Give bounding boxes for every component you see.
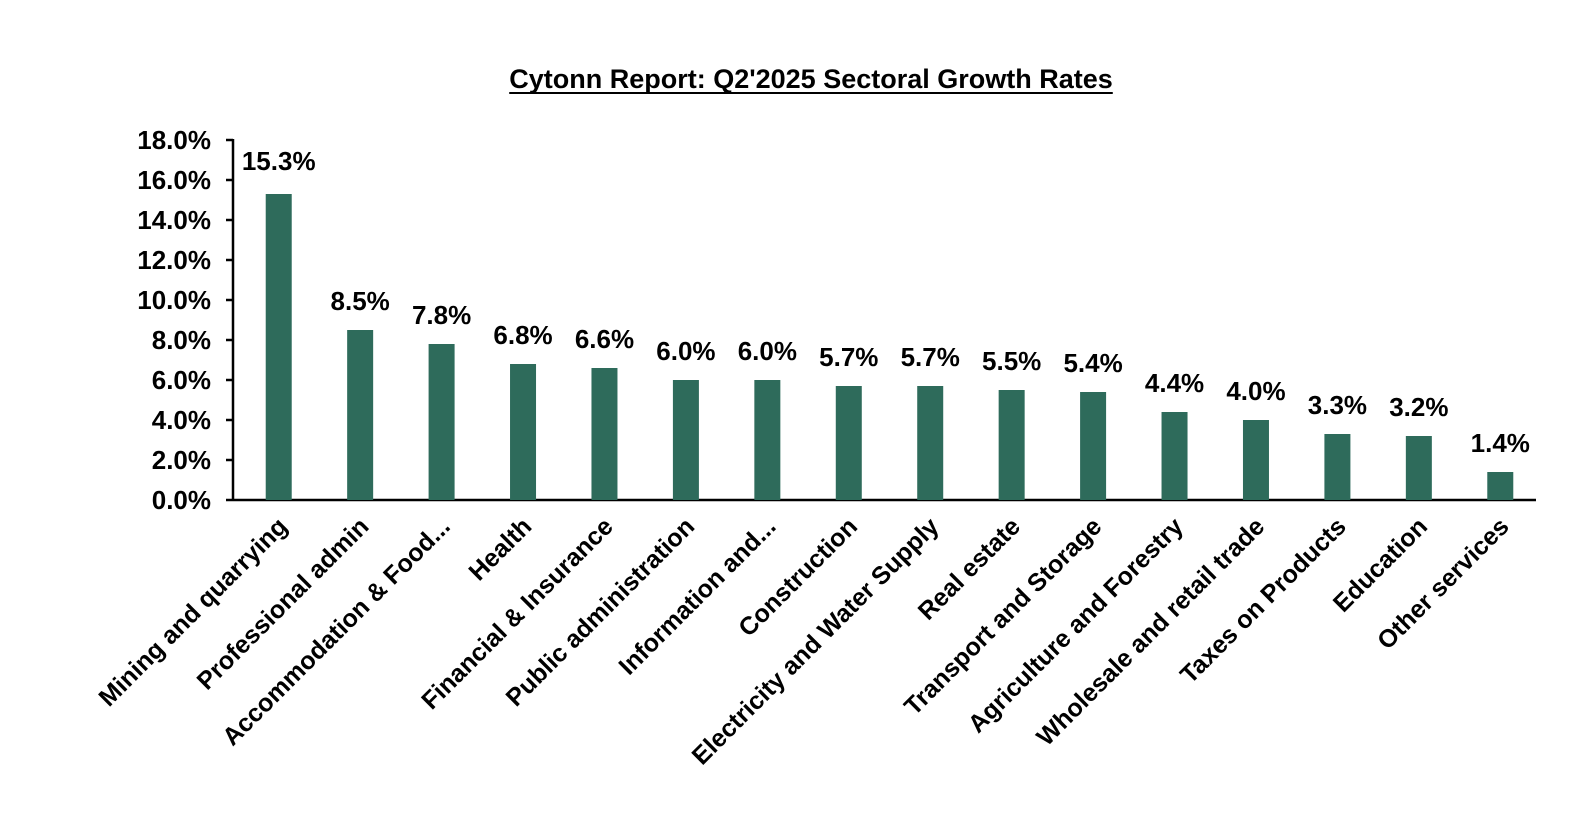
y-tick-label: 16.0% bbox=[137, 165, 211, 195]
bar bbox=[1080, 392, 1107, 500]
bar bbox=[835, 386, 862, 500]
data-label: 3.3% bbox=[1308, 390, 1367, 420]
y-tick-label: 12.0% bbox=[137, 245, 211, 275]
data-label: 6.8% bbox=[493, 320, 552, 350]
data-label: 6.0% bbox=[656, 336, 715, 366]
y-tick-label: 0.0% bbox=[152, 485, 211, 515]
data-label: 5.7% bbox=[819, 342, 878, 372]
bar bbox=[917, 386, 944, 500]
data-label: 5.4% bbox=[1063, 348, 1122, 378]
y-tick-label: 8.0% bbox=[152, 325, 211, 355]
bar bbox=[1405, 436, 1432, 500]
y-tick-label: 14.0% bbox=[137, 205, 211, 235]
y-tick-label: 2.0% bbox=[152, 445, 211, 475]
data-label: 3.2% bbox=[1389, 392, 1448, 422]
y-tick-label: 6.0% bbox=[152, 365, 211, 395]
bar bbox=[591, 368, 618, 500]
y-axis-ticks: 0.0% 2.0% 4.0% 6.0% 8.0% 10.0% 12.0% 14.0% 16.0%… bbox=[137, 125, 233, 515]
bar bbox=[1242, 420, 1269, 500]
category-label: Health bbox=[463, 512, 537, 586]
data-label: 5.7% bbox=[901, 342, 960, 372]
bar bbox=[265, 194, 292, 500]
bar bbox=[754, 380, 781, 500]
data-label: 5.5% bbox=[982, 346, 1041, 376]
bar bbox=[1324, 434, 1351, 500]
category-label: Information and... bbox=[613, 512, 781, 680]
data-label: 4.0% bbox=[1226, 376, 1285, 406]
data-labels: 15.3% 8.5% 7.8% 6.8% 6.6% 6.0% 6.0% 5.7% 5.7% 5.5… bbox=[242, 146, 1530, 458]
data-label: 15.3% bbox=[242, 146, 316, 176]
bar bbox=[1487, 472, 1514, 500]
data-label: 8.5% bbox=[331, 286, 390, 316]
bar bbox=[428, 344, 455, 500]
data-label: 4.4% bbox=[1145, 368, 1204, 398]
data-label: 6.6% bbox=[575, 324, 634, 354]
y-tick-label: 10.0% bbox=[137, 285, 211, 315]
bar bbox=[347, 330, 374, 500]
data-label: 1.4% bbox=[1471, 428, 1530, 458]
bar bbox=[510, 364, 537, 500]
y-tick-label: 4.0% bbox=[152, 405, 211, 435]
bar bbox=[1161, 412, 1188, 500]
data-label: 7.8% bbox=[412, 300, 471, 330]
chart-title: Cytonn Report: Q2'2025 Sectoral Growth R… bbox=[509, 64, 1113, 94]
bar bbox=[672, 380, 699, 500]
bar bbox=[998, 390, 1025, 500]
y-tick-label: 18.0% bbox=[137, 125, 211, 155]
bars bbox=[265, 194, 1514, 500]
data-label: 6.0% bbox=[738, 336, 797, 366]
